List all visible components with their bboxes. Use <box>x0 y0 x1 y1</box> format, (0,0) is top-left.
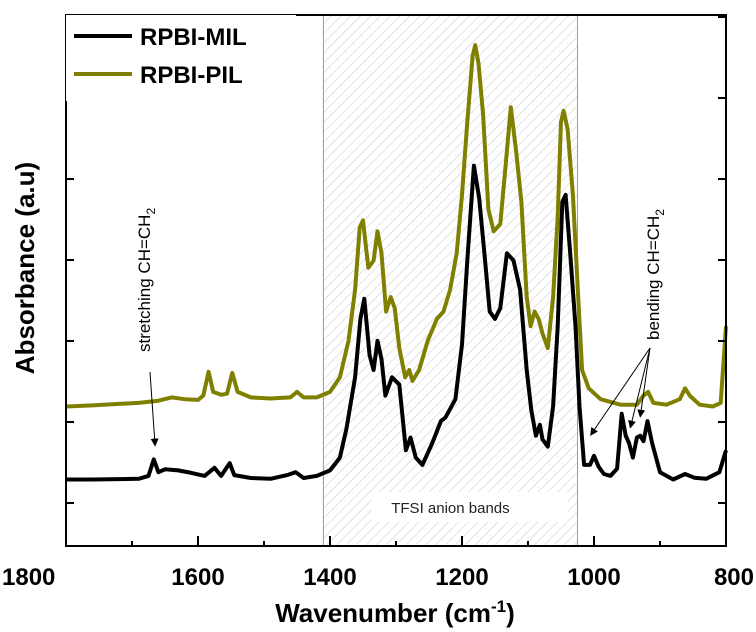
tfsi-label-box <box>371 492 568 522</box>
legend: RPBI-MIL RPBI-PIL <box>66 15 296 101</box>
x-tick-label: 1200 <box>435 564 488 591</box>
x-tick-label: 1800 <box>2 564 55 591</box>
x-axis-title-main: Wavenumber (cm <box>275 598 491 628</box>
series-line-rpbi-pil <box>65 43 728 409</box>
bending-annotation: bending CH=CH2 <box>644 209 667 340</box>
series-layer <box>65 43 728 482</box>
bending-arrow <box>628 347 651 429</box>
x-axis-title-exponent: -1 <box>491 597 506 616</box>
annotations-layer: stretching CH=CH2 bending CH=CH2 <box>135 208 667 447</box>
series-line-rpbi-mil <box>66 163 728 482</box>
stretching-annotation: stretching CH=CH2 <box>135 208 158 352</box>
axis-ticks-layer: 1800 1600 1400 1200 1000 800 <box>2 16 754 591</box>
x-tick-label: 1400 <box>303 564 356 591</box>
bending-arrow <box>637 347 651 418</box>
x-tick-label: 1000 <box>567 564 620 591</box>
legend-label: RPBI-MIL <box>140 24 247 51</box>
stretching-subscript: 2 <box>144 208 158 215</box>
legend-label: RPBI-PIL <box>140 62 243 89</box>
x-tick-label: 1600 <box>171 564 224 591</box>
x-axis-title: Wavenumber (cm-1) <box>275 597 515 628</box>
tfsi-region-label: TFSI anion bands <box>391 500 509 517</box>
y-axis-title: Absorbance (a.u) <box>10 162 40 374</box>
x-axis-title-end: ) <box>506 598 515 628</box>
bending-subscript: 2 <box>653 209 667 216</box>
legend-box <box>66 15 296 101</box>
bending-arrow <box>590 347 651 436</box>
x-tick-label: 800 <box>714 564 754 591</box>
stretching-arrow <box>149 371 159 447</box>
